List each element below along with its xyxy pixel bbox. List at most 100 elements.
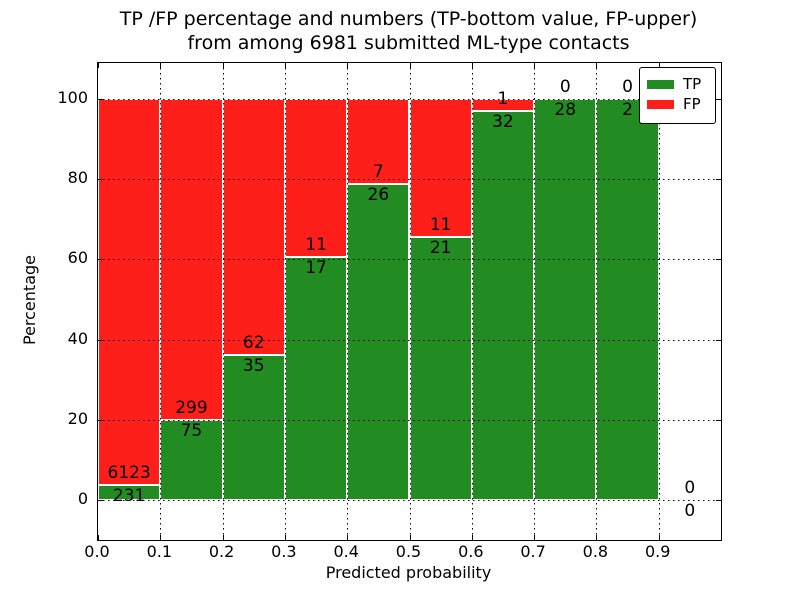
tp-bar-segment	[596, 99, 659, 500]
x-tick-mark	[409, 63, 411, 68]
y-tick-mark	[716, 419, 721, 421]
x-gridline	[471, 63, 473, 540]
y-tick-label: 60	[67, 248, 88, 268]
y-tick-label: 40	[67, 328, 88, 348]
x-tick-mark	[222, 535, 224, 540]
tp-legend-swatch	[647, 80, 674, 89]
plot-area: TP FP 6123 231 299 75 62 35 11 17 7 26 11 21 1 32 0 28 0…	[97, 62, 722, 541]
x-tick-mark	[284, 63, 286, 68]
x-tick-label: 0.8	[582, 542, 609, 561]
x-tick-mark	[658, 63, 660, 68]
y-tick-mark	[98, 179, 103, 181]
fp-count-label: 11	[429, 214, 452, 235]
tp-bar-segment	[347, 184, 410, 500]
tp-bar-segment	[284, 256, 348, 500]
y-tick-mark	[716, 259, 721, 261]
y-tick-mark	[716, 179, 721, 181]
chart-title-line1: TP /FP percentage and numbers (TP-bottom…	[119, 8, 698, 30]
y-tick-mark	[716, 99, 721, 101]
y-tick-mark	[716, 339, 721, 341]
fp-count-label: 11	[305, 234, 327, 255]
x-tick-mark	[222, 63, 224, 68]
x-gridline	[409, 63, 411, 540]
x-gridline	[347, 63, 349, 540]
tp-bar-segment	[409, 236, 472, 500]
tp-bar-segment	[471, 111, 535, 500]
tp-count-label: 32	[492, 112, 514, 133]
x-tick-mark	[409, 535, 411, 540]
x-tick-mark	[160, 63, 162, 68]
y-tick-mark	[98, 259, 103, 261]
fp-count-label: 6123	[107, 463, 151, 484]
fp-bar-segment	[347, 99, 410, 185]
fp-count-label: 7	[372, 162, 384, 183]
tp-count-label: 231	[112, 486, 146, 507]
x-tick-label: 0.4	[333, 542, 359, 561]
x-tick-label: 0.3	[271, 542, 297, 561]
chart-title-line2: from among 6981 submitted ML-type contac…	[187, 32, 630, 54]
x-tick-mark	[534, 535, 536, 540]
fp-count-label: 1	[497, 89, 509, 110]
fp-bar-segment	[284, 99, 348, 257]
legend: TP FP	[639, 67, 716, 124]
y-tick-label: 100	[57, 88, 88, 108]
x-tick-mark	[471, 63, 473, 68]
x-tick-mark	[534, 63, 536, 68]
x-gridline	[222, 63, 224, 540]
tp-count-label: 21	[429, 237, 452, 258]
fp-count-label: 299	[175, 397, 208, 418]
tp-bar-segment	[534, 99, 597, 500]
x-tick-mark	[160, 535, 162, 540]
tp-bar-segment	[222, 355, 285, 500]
tp-count-label: 17	[305, 257, 327, 278]
y-tick-mark	[98, 419, 103, 421]
x-gridline	[284, 63, 286, 540]
tp-count-label: 0	[684, 500, 696, 521]
y-tick-label: 20	[67, 408, 88, 428]
fp-legend-label: FP	[683, 95, 701, 113]
x-gridline	[596, 63, 598, 540]
x-tick-mark	[347, 63, 349, 68]
x-tick-label: 0.5	[395, 542, 422, 561]
x-tick-mark	[98, 63, 99, 68]
x-tick-label: 0.1	[146, 542, 173, 561]
tp-bar-segment	[160, 419, 223, 500]
fp-count-label: 0	[622, 77, 633, 98]
fp-count-label: 62	[242, 333, 265, 354]
y-tick-mark	[98, 99, 103, 101]
y-tick-label: 0	[77, 488, 88, 508]
tp-count-label: 75	[180, 420, 203, 441]
y-tick-label: 80	[67, 168, 88, 188]
x-tick-mark	[596, 535, 598, 540]
x-gridline	[658, 63, 660, 540]
tp-count-label: 28	[554, 100, 577, 121]
fp-bar-segment	[98, 99, 161, 486]
x-tick-mark	[596, 63, 598, 68]
legend-row-fp: FP	[647, 97, 709, 112]
x-tick-mark	[98, 535, 99, 540]
tp-bar-segment	[98, 485, 161, 500]
x-tick-label: 0.9	[644, 542, 671, 561]
chart-title: TP /FP percentage and numbers (TP-bottom…	[97, 7, 720, 55]
x-tick-mark	[471, 535, 473, 540]
x-gridline	[534, 63, 536, 540]
tp-count-label: 26	[367, 185, 390, 206]
legend-row-tp: TP	[647, 77, 709, 92]
fp-count-label: 0	[559, 77, 571, 98]
x-tick-label: 0.2	[208, 542, 235, 561]
x-tick-mark	[284, 535, 286, 540]
x-tick-label: 0.0	[84, 542, 110, 561]
y-tick-mark	[98, 339, 103, 341]
x-tick-mark	[658, 535, 660, 540]
y-tick-mark	[716, 499, 721, 501]
y-tick-mark	[98, 499, 103, 501]
x-tick-label: 0.7	[520, 542, 546, 561]
x-tick-mark	[347, 535, 349, 540]
fp-legend-swatch	[647, 100, 674, 109]
tp-legend-label: TP	[683, 75, 702, 93]
fp-count-label: 0	[684, 477, 696, 498]
tp-count-label: 2	[622, 100, 633, 121]
x-axis-label: Predicted probability	[325, 563, 492, 582]
x-gridline	[160, 63, 162, 540]
